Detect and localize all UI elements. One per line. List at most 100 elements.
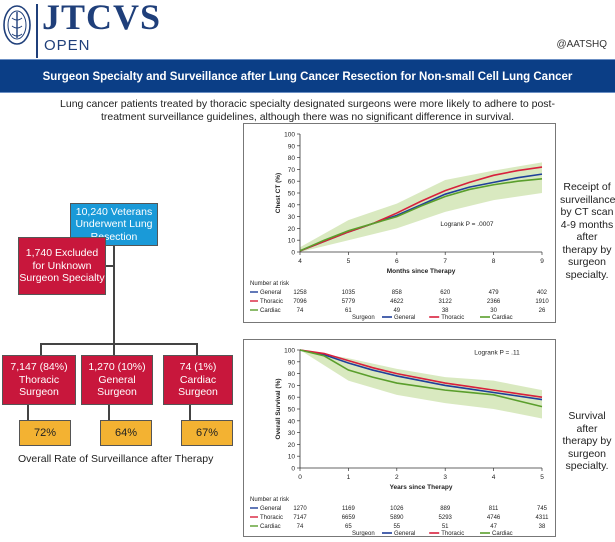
legend-label: Cardiac	[492, 315, 513, 321]
x-axis-label: Years since Therapy	[390, 484, 453, 491]
x-tick-label: 4	[492, 474, 496, 481]
seal-logo-icon	[3, 5, 31, 45]
legend-label: General	[394, 315, 415, 321]
risk-value: 889	[440, 506, 451, 512]
risk-value: 6659	[342, 515, 356, 521]
x-tick-label: 1	[347, 474, 351, 481]
survival-chart: 0 10 20 30 40 50 60 70 80 90 100 0 1 2 3 4 5 Years since …	[250, 348, 550, 537]
y-tick-label: 40	[288, 418, 296, 425]
risk-value: 49	[393, 308, 400, 314]
confidence-band	[300, 162, 542, 252]
x-tick-label: 3	[443, 474, 447, 481]
series-line-thoracic	[299, 166, 543, 252]
legend-title: Surgeon	[352, 315, 375, 321]
risk-value: 3122	[439, 299, 453, 305]
risk-table-header: Number at risk	[250, 497, 290, 503]
y-tick-label: 30	[288, 430, 296, 437]
group-label: 7,147 (84%) Thoracic Surgeon	[10, 361, 68, 399]
risk-value: 1270	[293, 506, 307, 512]
risk-value: 38	[539, 524, 546, 530]
y-tick-label: 50	[288, 191, 296, 198]
logrank-annotation: Logrank P = .0007	[440, 221, 494, 228]
connector	[113, 246, 115, 344]
legend-label: Cardiac	[492, 531, 513, 536]
risk-value: 1258	[293, 290, 307, 296]
x-tick-label: 5	[347, 258, 351, 265]
group-box-thoracic: 7,147 (84%) Thoracic Surgeon	[2, 355, 76, 405]
y-axis-label: Chest CT (%)	[275, 173, 282, 213]
series-line-cardiac	[299, 349, 543, 408]
series-line-general	[299, 349, 543, 401]
risk-value: 61	[345, 308, 352, 314]
legend-label: General	[394, 531, 415, 536]
y-tick-label: 30	[288, 214, 296, 221]
y-tick-label: 100	[284, 132, 295, 139]
rate-box-cardiac: 67%	[181, 420, 233, 446]
social-handle: @AATSHQ	[556, 39, 607, 50]
y-tick-label: 70	[288, 167, 296, 174]
risk-value: 5293	[439, 515, 453, 521]
y-axis-label: Overall Survival (%)	[275, 378, 282, 439]
y-tick-label: 0	[291, 466, 295, 473]
x-tick-label: 0	[298, 474, 302, 481]
x-axis-label: Months since Therapy	[387, 268, 456, 275]
risk-value: 51	[442, 524, 449, 530]
risk-value: 2366	[487, 299, 501, 305]
risk-value: 26	[539, 308, 546, 314]
y-tick-label: 20	[288, 226, 296, 233]
y-tick-label: 10	[288, 454, 296, 461]
risk-value: 74	[297, 308, 304, 314]
risk-value: 74	[297, 524, 304, 530]
connector	[105, 265, 114, 267]
journal-title: JTCVS	[42, 0, 162, 37]
y-tick-label: 40	[288, 202, 296, 209]
confidence-band	[300, 350, 542, 419]
series-line-thoracic	[299, 349, 543, 398]
connector	[40, 343, 42, 356]
rate-caption: Overall Rate of Surveillance after Thera…	[18, 453, 214, 465]
excluded-label: 1,740 Excluded for Unknown Surgeon Speci…	[19, 247, 105, 285]
risk-value: 5779	[342, 299, 356, 305]
risk-value: 5890	[390, 515, 404, 521]
risk-value: 479	[489, 290, 500, 296]
risk-value: 1910	[535, 299, 549, 305]
risk-value: 745	[537, 506, 548, 512]
risk-value: 4622	[390, 299, 404, 305]
risk-value: 4311	[536, 515, 550, 521]
surveillance-chart: 0 10 20 30 40 50 60 70 80 90 100 4 5 6 7 8 9 Months since…	[250, 132, 549, 321]
x-tick-label: 6	[395, 258, 399, 265]
connector	[40, 343, 198, 345]
rate-box-thoracic: 72%	[19, 420, 71, 446]
risk-row-name: Thoracic	[260, 515, 283, 521]
risk-value: 38	[442, 308, 449, 314]
logrank-annotation: Logrank P = .11	[474, 350, 520, 357]
risk-value: 402	[537, 290, 548, 296]
legend-title: Surgeon	[352, 531, 375, 536]
title-banner: Surgeon Specialty and Surveillance after…	[0, 59, 615, 93]
side-caption-surveillance: Receipt of surveillance by CT scan 4-9 m…	[560, 181, 615, 281]
group-label: 74 (1%) Cardiac Surgeon	[178, 361, 218, 399]
journal-subtitle: OPEN	[44, 37, 91, 54]
y-tick-label: 50	[288, 407, 296, 414]
risk-row-name: Thoracic	[260, 299, 283, 305]
summary-text: Lung cancer patients treated by thoracic…	[60, 98, 555, 123]
legend-label: Thoracic	[441, 315, 464, 321]
legend-label: Thoracic	[441, 531, 464, 536]
risk-value: 1169	[342, 506, 356, 512]
risk-value: 65	[345, 524, 352, 530]
series-line-cardiac	[299, 178, 543, 252]
risk-value: 47	[490, 524, 497, 530]
x-tick-label: 4	[298, 258, 302, 265]
risk-row-name: General	[260, 290, 281, 296]
x-tick-label: 5	[540, 474, 544, 481]
y-tick-label: 100	[284, 348, 295, 355]
risk-value: 858	[392, 290, 403, 296]
risk-value: 55	[393, 524, 400, 530]
risk-row-name: Cardiac	[260, 308, 281, 314]
y-tick-label: 10	[288, 238, 296, 245]
risk-value: 811	[489, 506, 499, 512]
connector	[196, 343, 198, 356]
x-tick-label: 9	[540, 258, 544, 265]
y-tick-label: 0	[291, 250, 295, 257]
side-caption-survival: Survival after therapy by surgeon specia…	[562, 410, 612, 472]
